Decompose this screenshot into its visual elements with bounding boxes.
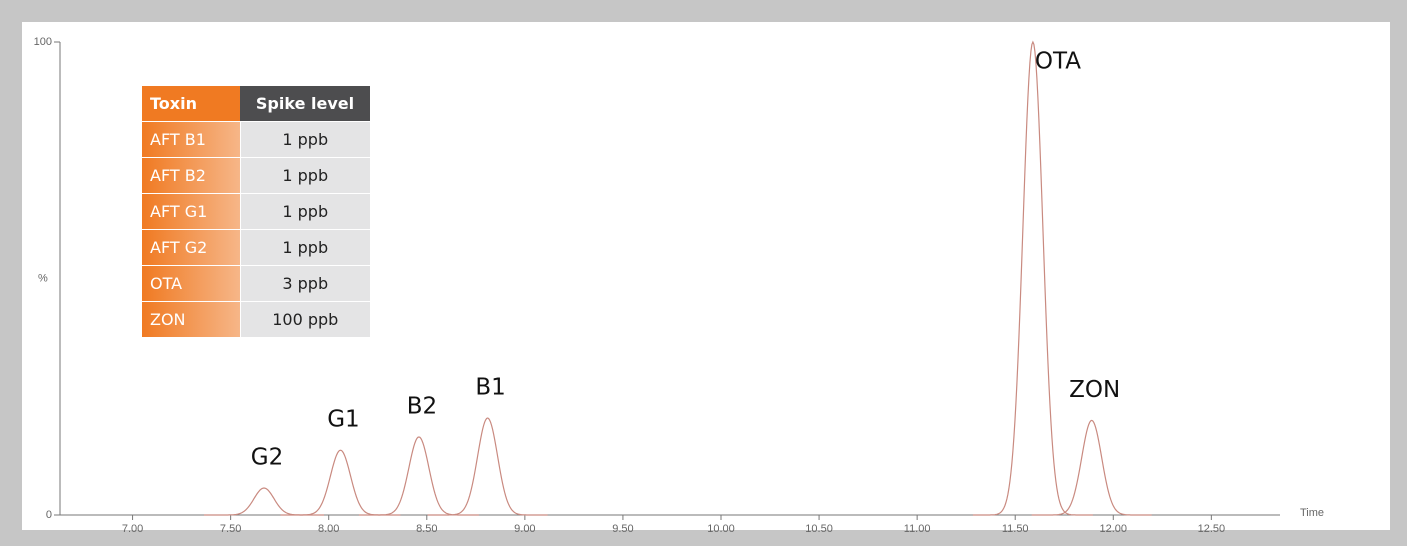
peak <box>204 487 324 516</box>
table-cell: 3 ppb <box>239 265 370 302</box>
table-cell: OTA <box>142 265 240 302</box>
peak <box>972 40 1093 516</box>
table-cell: AFT B1 <box>142 121 240 158</box>
x-tick-label: 11.50 <box>1002 523 1029 535</box>
x-tick-label: 10.50 <box>805 523 833 535</box>
table-cell: 1 ppb <box>239 193 370 230</box>
x-axis-label: Time <box>1300 507 1324 519</box>
table-cell: 1 ppb <box>239 121 370 158</box>
x-tick-label: 10.00 <box>707 523 735 535</box>
peak-label: B1 <box>475 375 505 401</box>
peak <box>358 436 479 516</box>
x-tick-label: 12.00 <box>1100 523 1128 535</box>
x-tick-label: 7.50 <box>220 523 241 535</box>
table-row: OTA 3 ppb <box>142 265 370 302</box>
table-row: AFT B1 1 ppb <box>142 121 370 158</box>
peak <box>1031 419 1152 516</box>
x-tick-label: 11.00 <box>904 523 931 535</box>
column-header: Spike level <box>240 86 370 122</box>
table-cell: AFT B2 <box>142 157 240 194</box>
table-cell: 1 ppb <box>239 229 370 266</box>
table-header: Toxin Spike level <box>142 86 370 122</box>
peak <box>427 417 548 516</box>
x-tick-label: 7.00 <box>122 523 143 535</box>
table-row: AFT B2 1 ppb <box>142 157 370 194</box>
column-header: Toxin <box>142 86 240 122</box>
x-tick-label: 8.00 <box>318 523 339 535</box>
x-tick-label: 8.50 <box>416 523 437 535</box>
table-row: ZON 100 ppb <box>142 301 370 338</box>
y-tick-label: 0 <box>46 509 52 521</box>
table-cell: ZON <box>142 301 240 338</box>
peak-label: ZON <box>1069 377 1120 403</box>
spike-table: Toxin Spike level AFT B1 1 ppb AFT B2 1 ppb A… <box>142 86 370 338</box>
table-cell: AFT G1 <box>142 193 240 230</box>
peak-label: G2 <box>251 445 283 471</box>
x-tick-label: 9.50 <box>612 523 633 535</box>
y-axis-label: % <box>38 272 48 284</box>
x-tick-label: 9.00 <box>514 523 535 535</box>
peak-label: B2 <box>407 393 437 419</box>
table-cell: AFT G2 <box>142 229 240 266</box>
y-tick-label: 100 <box>34 36 52 48</box>
table-cell: 100 ppb <box>239 301 370 338</box>
x-tick-label: 12.50 <box>1198 523 1226 535</box>
peak-label: OTA <box>1035 49 1081 75</box>
table-row: AFT G2 1 ppb <box>142 229 370 266</box>
peak <box>280 449 401 516</box>
peak-label: G1 <box>327 407 359 433</box>
table-cell: 1 ppb <box>239 157 370 194</box>
table-row: AFT G1 1 ppb <box>142 193 370 230</box>
